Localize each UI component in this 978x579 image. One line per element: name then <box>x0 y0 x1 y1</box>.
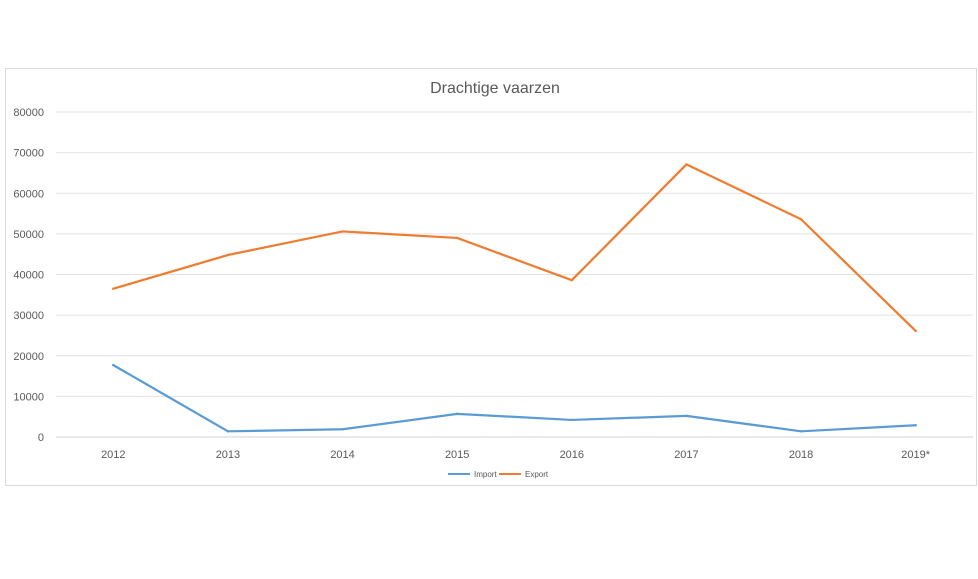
y-tick-label: 60000 <box>13 188 44 200</box>
data-point-import <box>341 428 344 431</box>
y-tick-label: 30000 <box>13 310 44 322</box>
chart-title: Drachtige vaarzen <box>430 80 560 97</box>
y-tick-label: 0 <box>38 432 44 444</box>
series-import <box>112 363 917 433</box>
legend-import-label: Import <box>474 470 497 479</box>
data-point-export <box>341 230 344 233</box>
data-point-export <box>226 253 230 257</box>
x-tick-label: 2014 <box>330 449 354 461</box>
data-point-import <box>226 430 230 433</box>
series-lines <box>112 163 917 433</box>
y-axis-ticks: 0 10000 20000 30000 40000 50000 60000 70000 8000… <box>13 107 44 444</box>
y-tick-label: 80000 <box>13 107 44 119</box>
chart-area: Drachtige vaarzen 0 10000 20000 30000 40000 5… <box>5 68 977 486</box>
data-point-export <box>685 163 688 166</box>
y-tick-label: 20000 <box>13 351 44 363</box>
data-point-import <box>685 414 688 418</box>
x-tick-label: 2016 <box>560 449 584 461</box>
data-point-import <box>799 430 803 433</box>
data-point-import <box>914 424 917 427</box>
data-point-export <box>112 287 115 290</box>
data-point-export <box>914 329 917 333</box>
series-export <box>112 163 917 333</box>
y-tick-label: 50000 <box>13 229 44 241</box>
x-tick-label: 2012 <box>101 449 125 461</box>
series-line-import <box>112 363 917 433</box>
x-tick-label: 2018 <box>789 449 813 461</box>
legend: Import Export <box>448 470 549 479</box>
legend-export-label: Export <box>525 470 549 479</box>
y-tick-label: 40000 <box>13 270 44 282</box>
x-axis-ticks: 2012 2013 2014 2015 2016 2017 2018 2019* <box>101 449 931 461</box>
data-point-import <box>112 363 115 367</box>
x-tick-label: 2015 <box>445 449 469 461</box>
line-chart: Drachtige vaarzen 0 10000 20000 30000 40000 5… <box>13 80 973 479</box>
y-tick-label: 70000 <box>13 148 44 160</box>
data-point-export <box>570 278 574 282</box>
series-line-export <box>112 163 917 333</box>
x-tick-label: 2013 <box>216 449 240 461</box>
data-point-import <box>455 412 459 416</box>
data-point-export <box>455 236 459 240</box>
y-tick-label: 10000 <box>13 391 44 403</box>
x-tick-label: 2019* <box>901 449 930 461</box>
data-point-import <box>570 418 574 422</box>
gridlines <box>56 111 973 438</box>
x-tick-label: 2017 <box>674 449 698 461</box>
data-point-export <box>799 218 803 221</box>
